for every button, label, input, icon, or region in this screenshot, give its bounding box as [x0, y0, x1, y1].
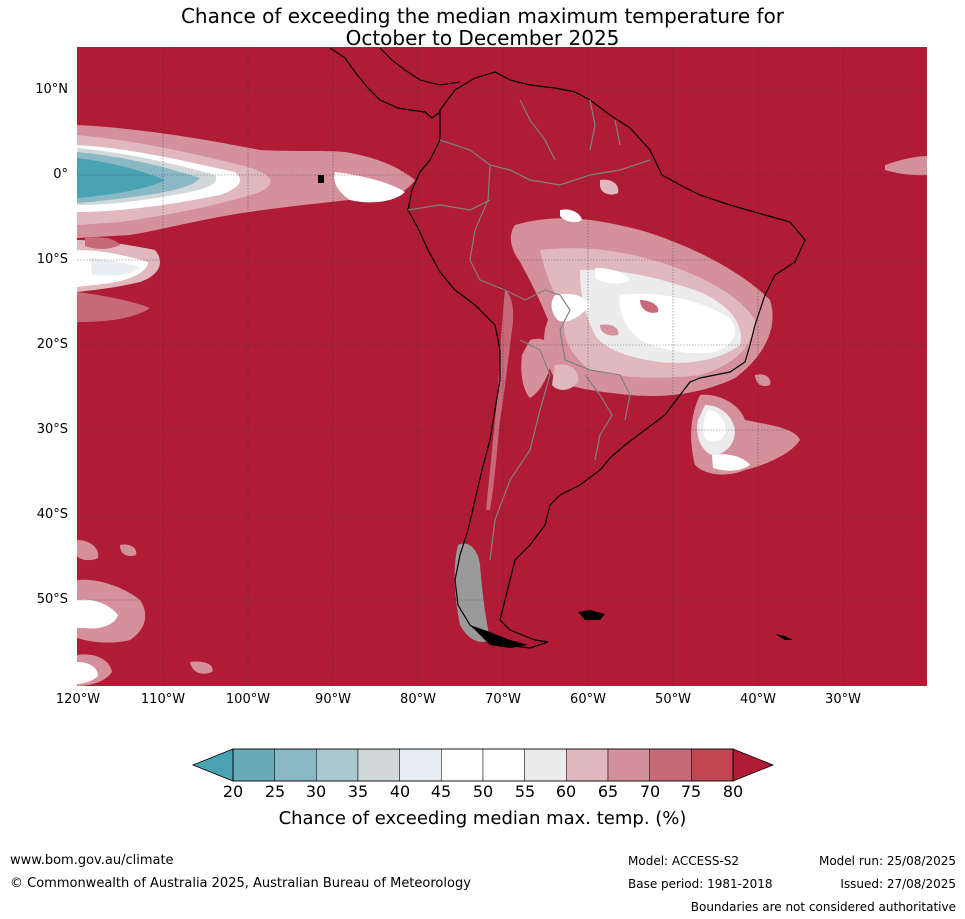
lon-label-30w: 30°W: [825, 692, 861, 707]
colorbar-frame: [232, 748, 734, 782]
colorbar-segment-35: [357, 748, 400, 782]
colorbar-segment-50: [482, 748, 525, 782]
lon-label-40w: 40°W: [740, 692, 776, 707]
colorbar-segment-20: [232, 748, 275, 782]
colorbar-tick-35: 35: [347, 782, 369, 801]
colorbar-tick-45: 45: [430, 782, 452, 801]
central-america-coastline: [329, 47, 441, 119]
lat-label-40s: 40°S: [36, 507, 68, 522]
footer-base-period: Base period: 1981-2018: [628, 877, 773, 891]
footer-disclaimer: Boundaries are not considered authoritat…: [690, 900, 956, 914]
colorbar-tick-70: 70: [639, 782, 661, 801]
pacific-equatorial-anomaly: [77, 125, 927, 322]
southern-anomalies: [77, 540, 213, 686]
south-america-coastline: [407, 71, 806, 649]
footer-model: Model: ACCESS-S2: [628, 854, 740, 868]
galapagos: [318, 175, 324, 183]
colorbar-tick-75: 75: [680, 782, 702, 801]
south-georgia: [775, 634, 793, 640]
lon-label-80w: 80°W: [400, 692, 436, 707]
colorbar-segment-65: [607, 748, 650, 782]
lon-label-70w: 70°W: [485, 692, 521, 707]
falkland-islands: [578, 610, 605, 620]
footer-issued: Issued: 27/08/2025: [840, 877, 956, 891]
colorbar-tick-30: 30: [305, 782, 327, 801]
map-title-line-1: Chance of exceeding the median maximum t…: [180, 4, 785, 28]
colorbar-segment-60: [566, 748, 609, 782]
colorbar-tick-50: 50: [472, 782, 494, 801]
lat-label-0: 0°: [53, 167, 68, 182]
colorbar-segment-75: [691, 748, 734, 782]
colorbar-segment-70: [649, 748, 692, 782]
colorbar-segment-45: [441, 748, 484, 782]
colorbar-tick-65: 65: [597, 782, 619, 801]
colorbar-high-arrow: [732, 748, 775, 782]
tierra-del-fuego: [470, 625, 528, 648]
lat-label-30s: 30°S: [36, 422, 68, 437]
colorbar-label: Chance of exceeding median max. temp. (%…: [278, 808, 687, 829]
lon-label-90w: 90°W: [315, 692, 351, 707]
lon-label-60w: 60°W: [570, 692, 606, 707]
colorbar-tick-80: 80: [722, 782, 744, 801]
lat-label-20s: 20°S: [36, 337, 68, 352]
patagonia-grey: [454, 543, 490, 642]
map-title-line-2: October to December 2025: [345, 26, 620, 50]
colorbar-segment-25: [274, 748, 317, 782]
footer-website: www.bom.gov.au/climate: [10, 853, 174, 868]
lon-label-120w: 120°W: [55, 692, 101, 707]
colorbar-segment-40: [399, 748, 442, 782]
colorbar-segment-30: [316, 748, 359, 782]
footer-copyright: © Commonwealth of Australia 2025, Austra…: [10, 876, 471, 891]
central-america-coastline-north: [379, 47, 461, 86]
lat-label-10s: 10°S: [36, 252, 68, 267]
brazil-interior-anomaly: [510, 179, 773, 398]
lon-label-100w: 100°W: [225, 692, 271, 707]
lat-label-10n: 10°N: [35, 82, 68, 97]
colorbar-tick-20: 20: [222, 782, 244, 801]
colorbar-tick-25: 25: [264, 782, 286, 801]
footer-model-run: Model run: 25/08/2025: [818, 854, 956, 868]
colorbar-low-arrow: [191, 748, 234, 782]
colorbar-tick-40: 40: [389, 782, 411, 801]
colorbar-segment-55: [524, 748, 567, 782]
colorbar-segments: [232, 748, 734, 782]
colorbar-tick-55: 55: [514, 782, 536, 801]
lat-label-50s: 50°S: [36, 592, 68, 607]
gridlines: [77, 47, 927, 686]
colorbar-tick-60: 60: [555, 782, 577, 801]
lon-label-110w: 110°W: [140, 692, 186, 707]
country-borders: [407, 99, 651, 561]
lon-label-50w: 50°W: [655, 692, 691, 707]
